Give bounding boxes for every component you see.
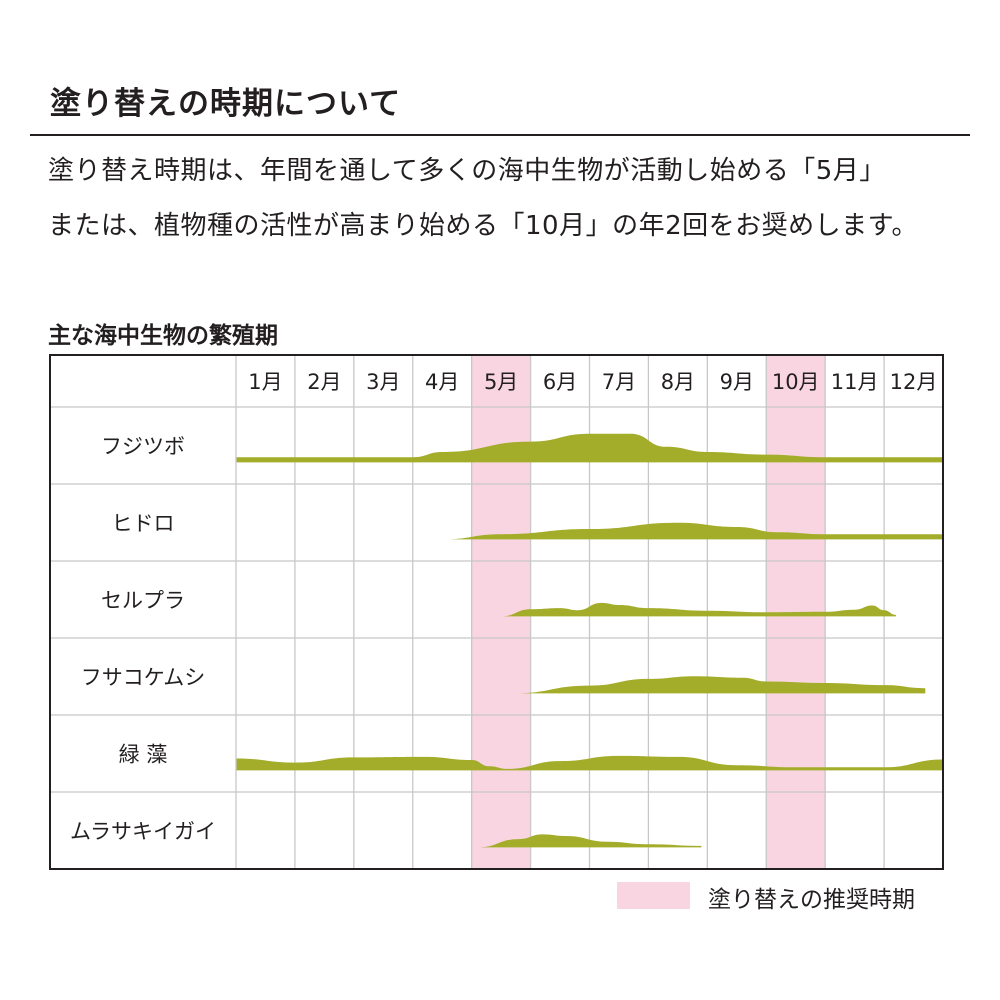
month-label-11: 11月 bbox=[831, 370, 879, 394]
month-label-12: 12月 bbox=[890, 370, 938, 394]
chart-border bbox=[49, 354, 944, 870]
series-label-3: セルプラ bbox=[101, 589, 185, 613]
month-label-1: 1月 bbox=[248, 370, 282, 394]
description-line-2: または、植物種の活性が高まり始める「10月」の年2回をお奨めします。 bbox=[48, 211, 919, 241]
legend-swatch-recommended bbox=[617, 882, 690, 909]
month-label-4: 4月 bbox=[425, 370, 459, 394]
series-band-3 bbox=[501, 602, 896, 617]
month-label-9: 9月 bbox=[720, 370, 754, 394]
page-title: 塗り替えの時期について bbox=[50, 86, 402, 122]
series-label-5: 緑 藻 bbox=[119, 743, 168, 767]
series-band-1 bbox=[236, 433, 943, 463]
series-band-6 bbox=[477, 834, 702, 848]
series-label-6: ムラサキイガイ bbox=[70, 820, 216, 844]
month-label-10: 10月 bbox=[772, 370, 820, 394]
series-band-4 bbox=[512, 676, 926, 694]
description-line-1: 塗り替え時期は、年間を通して多くの海中生物が活動し始める「5月」 bbox=[48, 156, 886, 186]
chart-title: 主な海中生物の繁殖期 bbox=[48, 323, 278, 349]
title-divider bbox=[30, 134, 970, 136]
legend-label-recommended: 塗り替えの推奨時期 bbox=[708, 887, 915, 913]
month-label-2: 2月 bbox=[307, 370, 341, 394]
month-label-6: 6月 bbox=[543, 370, 577, 394]
month-label-5: 5月 bbox=[484, 370, 518, 394]
month-label-3: 3月 bbox=[366, 370, 400, 394]
series-label-4: フサコケムシ bbox=[81, 666, 206, 690]
series-band-5 bbox=[236, 755, 943, 771]
series-label-2: ヒドロ bbox=[112, 512, 175, 536]
month-label-8: 8月 bbox=[661, 370, 695, 394]
month-label-7: 7月 bbox=[602, 370, 636, 394]
series-band-2 bbox=[442, 522, 943, 540]
series-label-1: フジツボ bbox=[101, 435, 185, 459]
